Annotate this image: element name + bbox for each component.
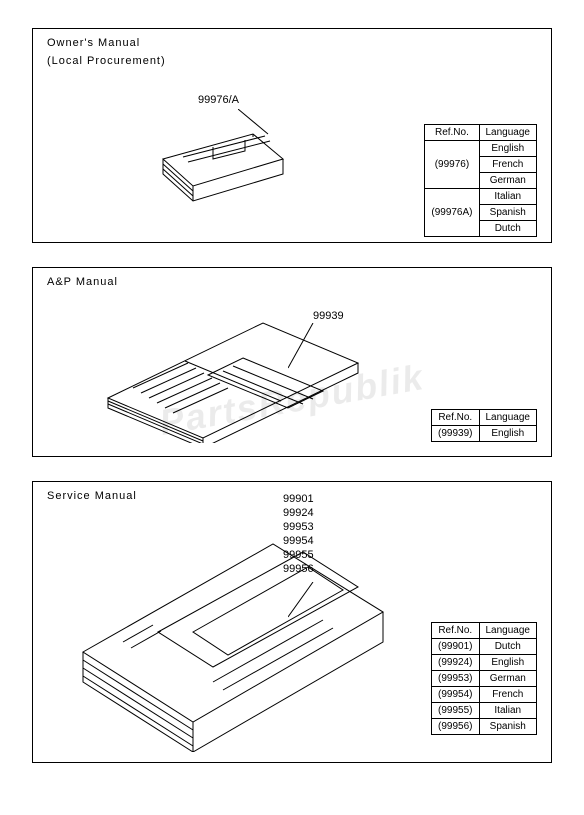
part-label: 99954 xyxy=(283,534,314,548)
table-header-row: Ref.No. Language xyxy=(432,623,537,639)
lang-cell: Dutch xyxy=(479,639,537,655)
ref-cell: (99953) xyxy=(432,671,479,687)
lang-cell: Italian xyxy=(479,189,537,205)
lang-cell: English xyxy=(479,426,537,442)
service-title: Service Manual xyxy=(47,490,137,502)
ref-cell: (99939) xyxy=(432,426,479,442)
table-row: (99956)Spanish xyxy=(432,719,537,735)
service-ref-table: Ref.No. Language (99901)Dutch (99924)Eng… xyxy=(431,622,537,735)
part-label: 99953 xyxy=(283,520,314,534)
service-part-labels: 99901 99924 99953 99954 99955 99956 xyxy=(283,492,314,576)
ref-cell: (99976) xyxy=(425,141,479,189)
lang-header: Language xyxy=(479,125,537,141)
ap-leader-line xyxy=(288,323,318,373)
part-label: 99955 xyxy=(283,548,314,562)
table-row: (99939) English xyxy=(432,426,537,442)
part-label: 99956 xyxy=(283,562,314,576)
service-manual-section: Service Manual xyxy=(32,481,552,763)
ap-manual-icon xyxy=(93,313,373,443)
table-row: (99955)Italian xyxy=(432,703,537,719)
owner-title: Owner's Manual xyxy=(47,37,140,49)
table-row: (99976) English xyxy=(425,141,537,157)
refno-header: Ref.No. xyxy=(432,410,479,426)
table-row: (99953)German xyxy=(432,671,537,687)
ap-title: A&P Manual xyxy=(47,276,118,288)
lang-header: Language xyxy=(479,410,537,426)
lang-cell: Dutch xyxy=(479,221,537,237)
owner-part-label: 99976/A xyxy=(198,94,239,106)
part-label: 99924 xyxy=(283,506,314,520)
ap-part-label: 99939 xyxy=(313,310,344,322)
owner-leader-line xyxy=(238,109,278,139)
lang-header: Language xyxy=(479,623,537,639)
table-header-row: Ref.No. Language xyxy=(432,410,537,426)
ap-manual-section: A&P Manual xyxy=(32,267,552,457)
service-manual-icon xyxy=(63,532,393,752)
lang-cell: French xyxy=(479,687,537,703)
lang-cell: Spanish xyxy=(479,205,537,221)
lang-cell: French xyxy=(479,157,537,173)
table-header-row: Ref.No. Language xyxy=(425,125,537,141)
lang-cell: English xyxy=(479,655,537,671)
lang-cell: Italian xyxy=(479,703,537,719)
owner-subtitle: (Local Procurement) xyxy=(47,55,166,67)
ref-cell: (99954) xyxy=(432,687,479,703)
ref-cell: (99924) xyxy=(432,655,479,671)
lang-cell: German xyxy=(479,173,537,189)
ref-cell: (99901) xyxy=(432,639,479,655)
refno-header: Ref.No. xyxy=(425,125,479,141)
ref-cell: (99955) xyxy=(432,703,479,719)
owner-manual-section: Owner's Manual (Local Procurement) 99976… xyxy=(32,28,552,243)
refno-header: Ref.No. xyxy=(432,623,479,639)
owner-ref-table: Ref.No. Language (99976) English French … xyxy=(424,124,537,237)
lang-cell: Spanish xyxy=(479,719,537,735)
table-row: (99901)Dutch xyxy=(432,639,537,655)
lang-cell: German xyxy=(479,671,537,687)
table-row: (99976A) Italian xyxy=(425,189,537,205)
ap-ref-table: Ref.No. Language (99939) English xyxy=(431,409,537,442)
service-leader-line xyxy=(288,582,318,622)
ref-cell: (99976A) xyxy=(425,189,479,237)
lang-cell: English xyxy=(479,141,537,157)
table-row: (99954)French xyxy=(432,687,537,703)
ref-cell: (99956) xyxy=(432,719,479,735)
part-label: 99901 xyxy=(283,492,314,506)
table-row: (99924)English xyxy=(432,655,537,671)
